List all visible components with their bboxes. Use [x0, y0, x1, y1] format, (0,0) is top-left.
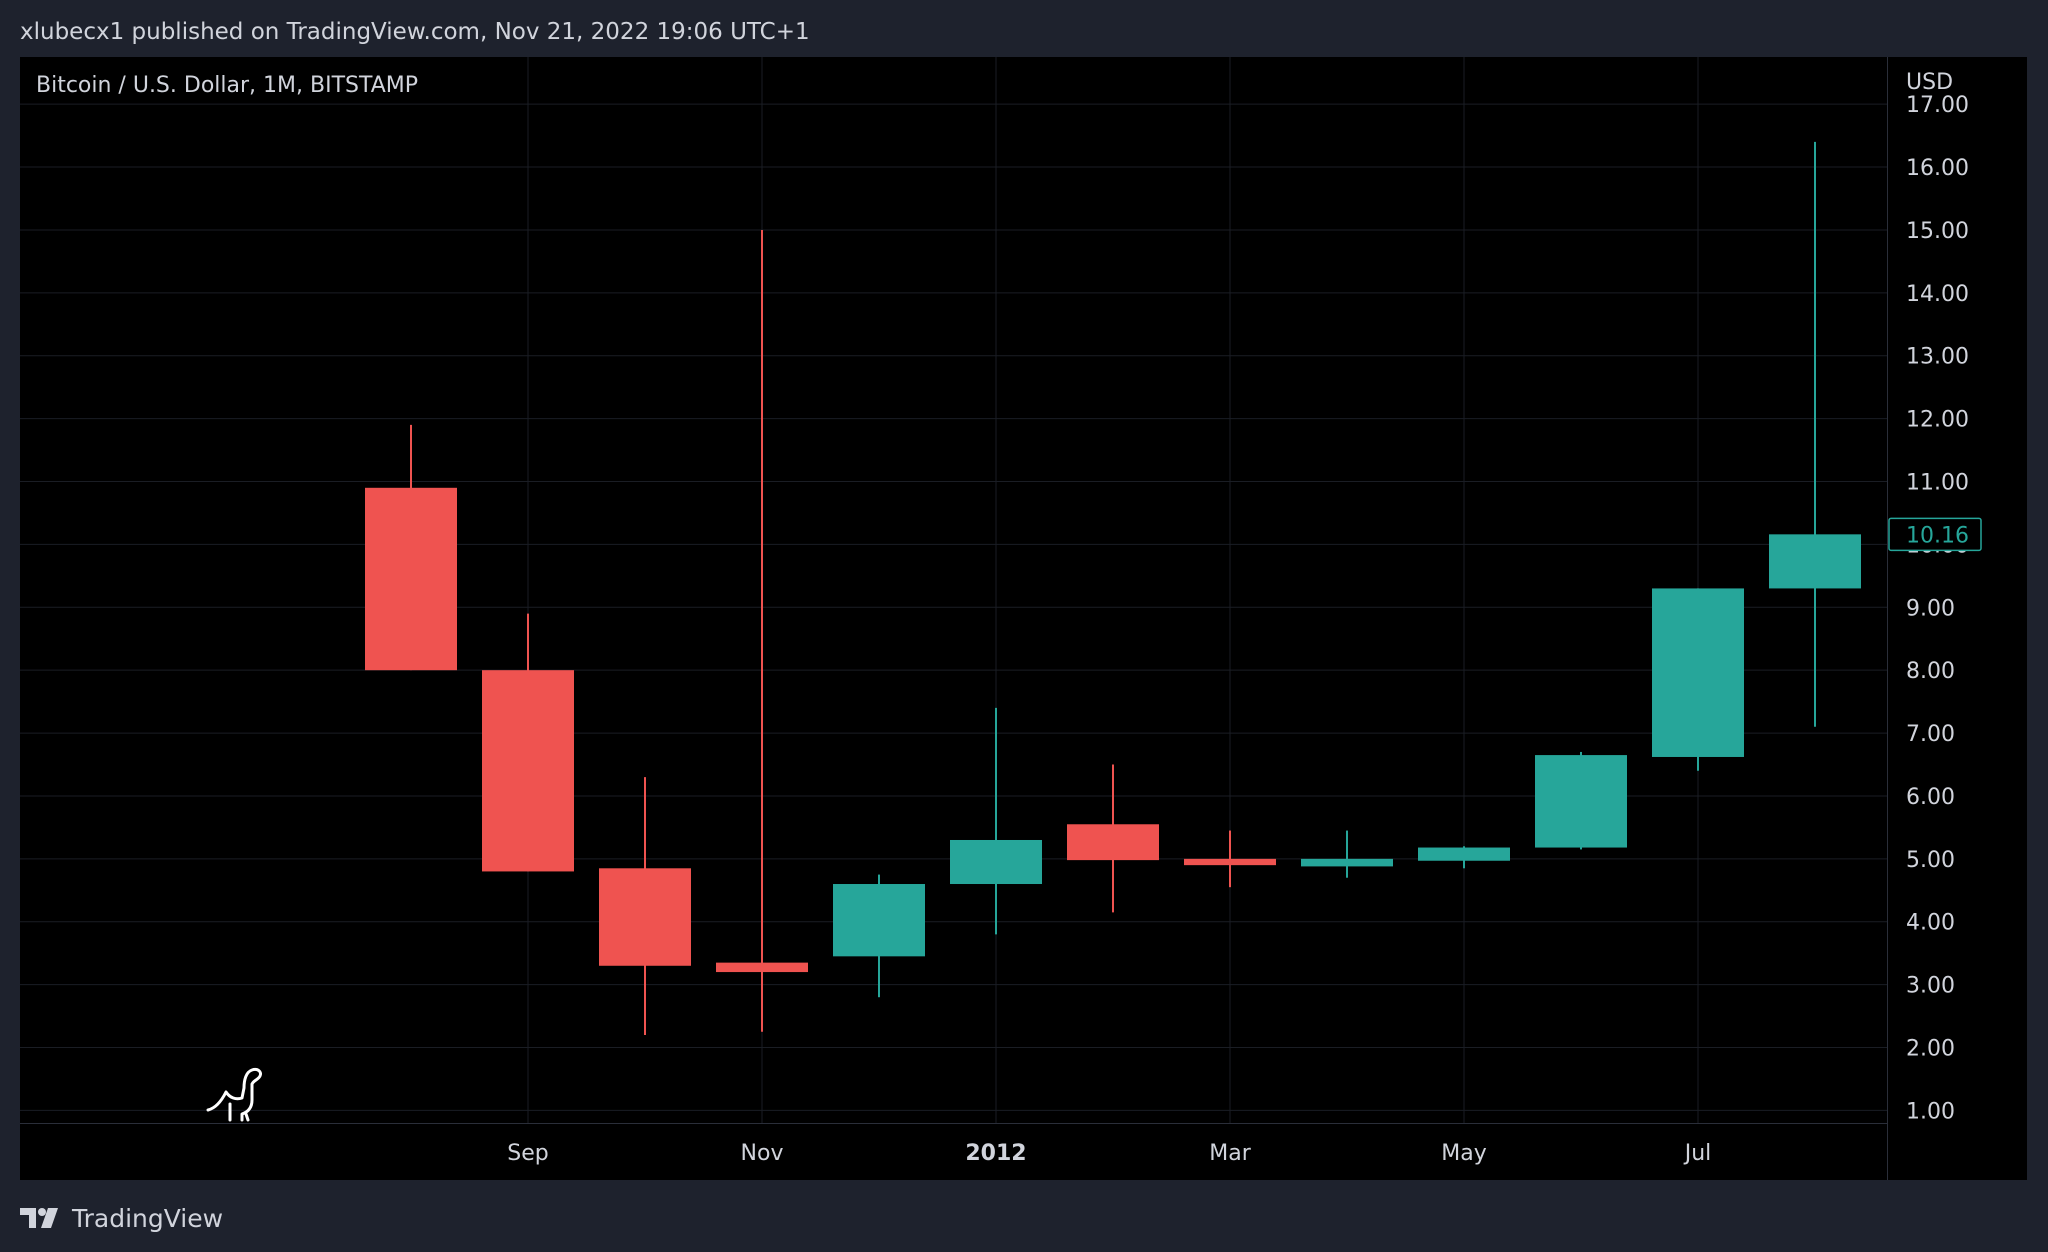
last-price-label: 10.16: [1906, 523, 1969, 548]
candle-body[interactable]: [1301, 858, 1393, 867]
tradingview-logo-icon: [20, 1206, 62, 1230]
time-tick-label: Jul: [1683, 1141, 1712, 1166]
candlestick-chart[interactable]: USD 1.00 2.00 3.00 4.00 5.00 6.00 7.00 8.00 9.00 1…: [20, 57, 2027, 1180]
price-tick-label: 11.00: [1906, 471, 1969, 496]
price-tick-label: 2.00: [1906, 1037, 1955, 1062]
price-tick-label: 13.00: [1906, 345, 1969, 370]
candle-body[interactable]: [833, 884, 925, 957]
price-tick-label: 3.00: [1906, 974, 1955, 999]
candle-body[interactable]: [1067, 824, 1159, 861]
time-tick-label: May: [1441, 1141, 1486, 1166]
footer-brand: TradingView: [20, 1198, 223, 1238]
candle-body[interactable]: [1652, 588, 1744, 757]
chart-title: Bitcoin / U.S. Dollar, 1M, BITSTAMP: [36, 73, 419, 98]
candle-body[interactable]: [1769, 534, 1861, 589]
candle-body[interactable]: [716, 962, 808, 973]
price-tick-label: 6.00: [1906, 785, 1955, 810]
brand-name: TradingView: [72, 1203, 224, 1233]
price-tick-label: 8.00: [1906, 659, 1955, 684]
price-tick-label: 15.00: [1906, 219, 1969, 244]
publish-info: xlubecx1 published on TradingView.com, N…: [20, 19, 810, 45]
price-tick-label: 7.00: [1906, 722, 1955, 747]
price-tick-label: 4.00: [1906, 911, 1955, 936]
candle-body[interactable]: [950, 839, 1042, 885]
price-tick-label: 12.00: [1906, 408, 1969, 433]
time-tick-label: Sep: [507, 1141, 548, 1166]
price-tick-label: 5.00: [1906, 848, 1955, 873]
last-price-box: [1888, 517, 1982, 552]
time-tick-label: Nov: [741, 1141, 784, 1166]
price-axis-currency: USD: [1906, 70, 1953, 95]
time-tick-label: 2012: [965, 1141, 1026, 1166]
candle-body[interactable]: [482, 670, 574, 872]
candle-body[interactable]: [1535, 755, 1627, 848]
price-tick-label: 16.00: [1906, 156, 1969, 181]
candle-body[interactable]: [1184, 858, 1276, 866]
price-tick-label: 17.00: [1906, 93, 1969, 118]
dinosaur-icon: [206, 1068, 262, 1122]
price-tick-label: 1.00: [1906, 1099, 1955, 1124]
candle-body[interactable]: [1418, 847, 1510, 861]
time-tick-label: Mar: [1209, 1141, 1251, 1166]
candle-body[interactable]: [599, 868, 691, 966]
chart-panel[interactable]: USD 1.00 2.00 3.00 4.00 5.00 6.00 7.00 8.00 9.00 1…: [20, 57, 2027, 1180]
candle-body[interactable]: [365, 487, 457, 671]
price-tick-label: 14.00: [1906, 282, 1969, 307]
price-tick-label: 9.00: [1906, 596, 1955, 621]
